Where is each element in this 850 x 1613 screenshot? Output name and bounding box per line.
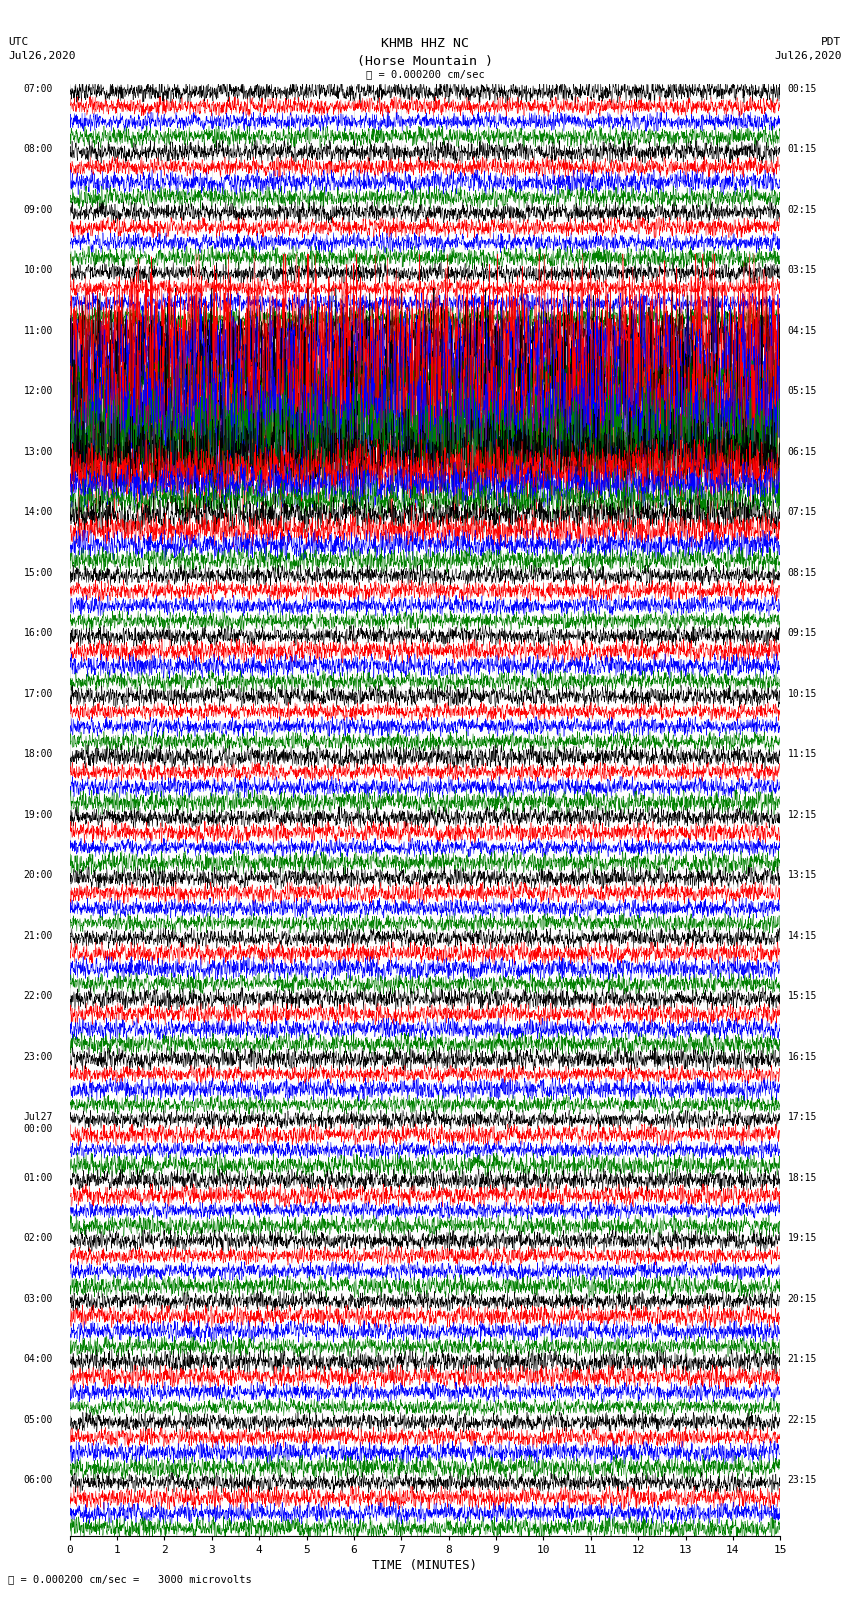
- Text: 09:00: 09:00: [24, 205, 53, 215]
- Text: 21:00: 21:00: [24, 931, 53, 940]
- Text: 07:15: 07:15: [787, 508, 817, 518]
- Text: 17:00: 17:00: [24, 689, 53, 698]
- Text: 22:15: 22:15: [787, 1415, 817, 1424]
- Text: 05:15: 05:15: [787, 387, 817, 397]
- Text: 13:15: 13:15: [787, 871, 817, 881]
- Text: 21:15: 21:15: [787, 1355, 817, 1365]
- Text: 12:15: 12:15: [787, 810, 817, 819]
- Text: PDT
Jul26,2020: PDT Jul26,2020: [774, 37, 842, 61]
- X-axis label: TIME (MINUTES): TIME (MINUTES): [372, 1558, 478, 1571]
- Text: 13:00: 13:00: [24, 447, 53, 456]
- Text: 10:00: 10:00: [24, 266, 53, 276]
- Text: KHMB HHZ NC
(Horse Mountain ): KHMB HHZ NC (Horse Mountain ): [357, 37, 493, 68]
- Text: 16:15: 16:15: [787, 1052, 817, 1061]
- Text: 11:15: 11:15: [787, 748, 817, 760]
- Text: 11:00: 11:00: [24, 326, 53, 336]
- Text: 05:00: 05:00: [24, 1415, 53, 1424]
- Text: 08:00: 08:00: [24, 145, 53, 155]
- Text: 04:00: 04:00: [24, 1355, 53, 1365]
- Text: ⎴ = 0.000200 cm/sec =   3000 microvolts: ⎴ = 0.000200 cm/sec = 3000 microvolts: [8, 1574, 252, 1584]
- Text: 20:15: 20:15: [787, 1294, 817, 1303]
- Text: 04:15: 04:15: [787, 326, 817, 336]
- Text: 17:15: 17:15: [787, 1113, 817, 1123]
- Text: 19:00: 19:00: [24, 810, 53, 819]
- Text: 18:00: 18:00: [24, 748, 53, 760]
- Text: 00:15: 00:15: [787, 84, 817, 94]
- Text: 09:15: 09:15: [787, 629, 817, 639]
- Text: 03:15: 03:15: [787, 266, 817, 276]
- Text: 01:15: 01:15: [787, 145, 817, 155]
- Text: ⎴ = 0.000200 cm/sec: ⎴ = 0.000200 cm/sec: [366, 69, 484, 79]
- Text: 03:00: 03:00: [24, 1294, 53, 1303]
- Text: Jul27
00:00: Jul27 00:00: [24, 1113, 53, 1134]
- Text: 15:15: 15:15: [787, 990, 817, 1002]
- Text: 06:15: 06:15: [787, 447, 817, 456]
- Text: 20:00: 20:00: [24, 871, 53, 881]
- Text: 14:15: 14:15: [787, 931, 817, 940]
- Text: 15:00: 15:00: [24, 568, 53, 577]
- Text: 23:00: 23:00: [24, 1052, 53, 1061]
- Text: 06:00: 06:00: [24, 1474, 53, 1486]
- Text: 01:00: 01:00: [24, 1173, 53, 1182]
- Text: 12:00: 12:00: [24, 387, 53, 397]
- Text: 02:15: 02:15: [787, 205, 817, 215]
- Text: 19:15: 19:15: [787, 1232, 817, 1244]
- Text: 10:15: 10:15: [787, 689, 817, 698]
- Text: 22:00: 22:00: [24, 990, 53, 1002]
- Text: UTC
Jul26,2020: UTC Jul26,2020: [8, 37, 76, 61]
- Text: 23:15: 23:15: [787, 1474, 817, 1486]
- Text: 08:15: 08:15: [787, 568, 817, 577]
- Text: 14:00: 14:00: [24, 508, 53, 518]
- Text: 02:00: 02:00: [24, 1232, 53, 1244]
- Text: 07:00: 07:00: [24, 84, 53, 94]
- Text: 18:15: 18:15: [787, 1173, 817, 1182]
- Text: 16:00: 16:00: [24, 629, 53, 639]
